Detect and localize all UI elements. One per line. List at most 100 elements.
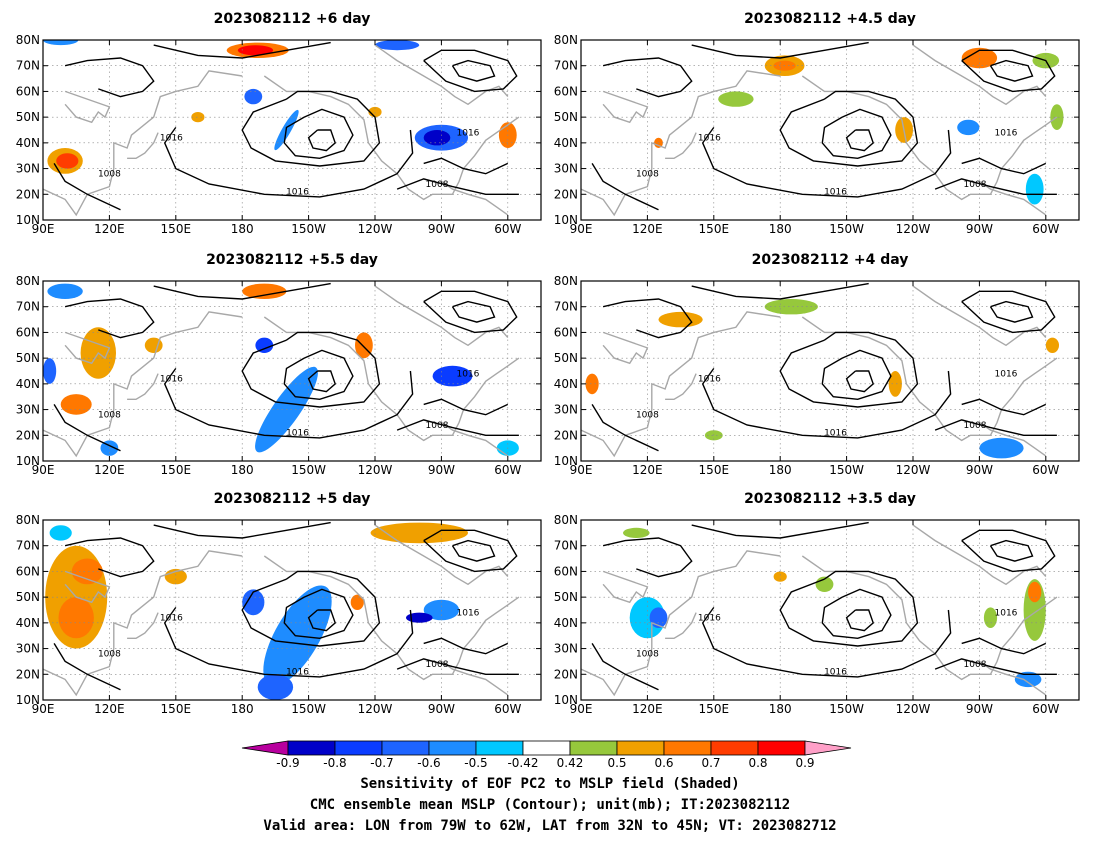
map-field: 1016 1016 1008 1008 1016 [43,40,541,220]
lat-label: 30N [554,162,578,176]
coastline [581,550,781,697]
sensitivity-shading [1014,671,1042,688]
lon-label: 150E [699,222,730,236]
lon-label: 180 [231,702,254,716]
lat-label: 70N [16,300,40,314]
lon-label: 120E [94,702,125,716]
sensitivity-shading [47,283,83,299]
lat-label: 40N [16,136,40,150]
contour-label: 1016 [995,129,1018,139]
lon-label: 60W [494,222,521,236]
mslp-contour [779,90,919,167]
map-panel: 2023082112 +5.5 day 1016 1016 1008 1008 1016 8… [16,252,542,477]
sensitivity-shading [43,358,57,384]
mslp-contour [153,41,331,59]
coastline [43,550,243,697]
sensitivity-shading [1045,337,1059,353]
lon-label: 90E [32,222,55,236]
panel-title: 2023082112 +4 day [752,252,909,268]
sensitivity-shading [623,527,650,538]
coastline [441,180,509,216]
lat-label: 30N [16,642,40,656]
lon-label: 60W [494,463,521,477]
sensitivity-shading [43,40,79,46]
coastline [127,612,159,639]
mslp-contour [307,129,337,152]
mslp-contour [602,537,693,578]
coastline [64,570,111,604]
map-frame [580,519,1080,701]
map-field: 1016 1016 1008 1008 1016 [43,520,541,700]
mslp-contour [961,529,1056,573]
contour-label: 1016 [457,609,480,619]
mslp-contour [961,290,1056,334]
lon-label: 120W [896,222,931,236]
mslp-contour [602,57,693,98]
lon-label: 60W [1032,702,1059,716]
lat-label: 20N [554,667,578,681]
lat-label: 70N [554,300,578,314]
lon-label: 60W [1032,463,1059,477]
mslp-contour [934,419,1057,436]
lat-label: 30N [16,403,40,417]
lon-label: 150E [161,222,192,236]
lon-label: 90W [428,222,455,236]
lat-label: 80N [554,513,578,527]
sensitivity-shading [257,674,294,700]
coastline [263,555,520,681]
mslp-contour [961,398,1047,416]
mslp-contour [163,367,414,439]
lat-label: 60N [16,564,40,578]
colorbar-arrow-low [241,740,289,756]
map-field: 1016 1016 1008 1008 1016 [581,281,1079,461]
map-panel: 2023082112 +4 day 1016 1016 1008 1008 1016 80N… [554,252,1080,477]
map-frame [42,39,542,221]
sensitivity-shading [1025,173,1044,205]
sensitivity-shading [49,525,72,541]
colorbar-tick-label: 0.8 [748,756,767,770]
lon-label: 120W [896,702,931,716]
mslp-contour [821,108,892,160]
sensitivity-shading [370,522,468,544]
mslp-contour [591,643,659,691]
lat-label: 10N [554,454,578,468]
coastline [979,660,1047,696]
lon-label: 90E [570,222,593,236]
contour-label: 1008 [964,660,987,670]
mslp-contour [423,157,509,175]
lon-label: 150E [161,463,192,477]
mslp-contour [283,349,354,401]
colorbar-box [334,740,383,756]
lat-label: 50N [16,590,40,604]
caption-line-2: CMC ensemble mean MSLP (Contour); unit(m… [309,797,791,813]
lon-label: 150E [161,702,192,716]
contour-label: 1016 [995,370,1018,380]
lat-label: 80N [554,33,578,47]
coastline [665,132,697,159]
sensitivity-shading [350,594,364,610]
coastline [602,90,649,124]
lat-label: 20N [16,428,40,442]
mslp-contour [53,163,121,211]
lon-label: 150W [829,222,864,236]
sensitivity-shading [242,283,287,299]
mslp-contour [779,331,919,408]
coastline [602,570,649,604]
contour-label: 1016 [995,609,1018,619]
lat-label: 70N [554,539,578,553]
coastline [602,331,649,365]
panel-title: 2023082112 +5 day [214,491,371,507]
lat-label: 70N [554,59,578,73]
lon-label: 120W [358,463,393,477]
coastline [912,285,1047,347]
colorbar-box [475,740,524,756]
lon-label: 90W [966,222,993,236]
sensitivity-shading [1028,581,1042,603]
lon-label: 90W [966,702,993,716]
mslp-contour [423,529,518,573]
lon-label: 60W [494,702,521,716]
lon-label: 90W [428,463,455,477]
contour-label: 1016 [160,134,183,144]
colorbar-tick-label: 0.42 [557,756,584,770]
lon-label: 60W [1032,222,1059,236]
